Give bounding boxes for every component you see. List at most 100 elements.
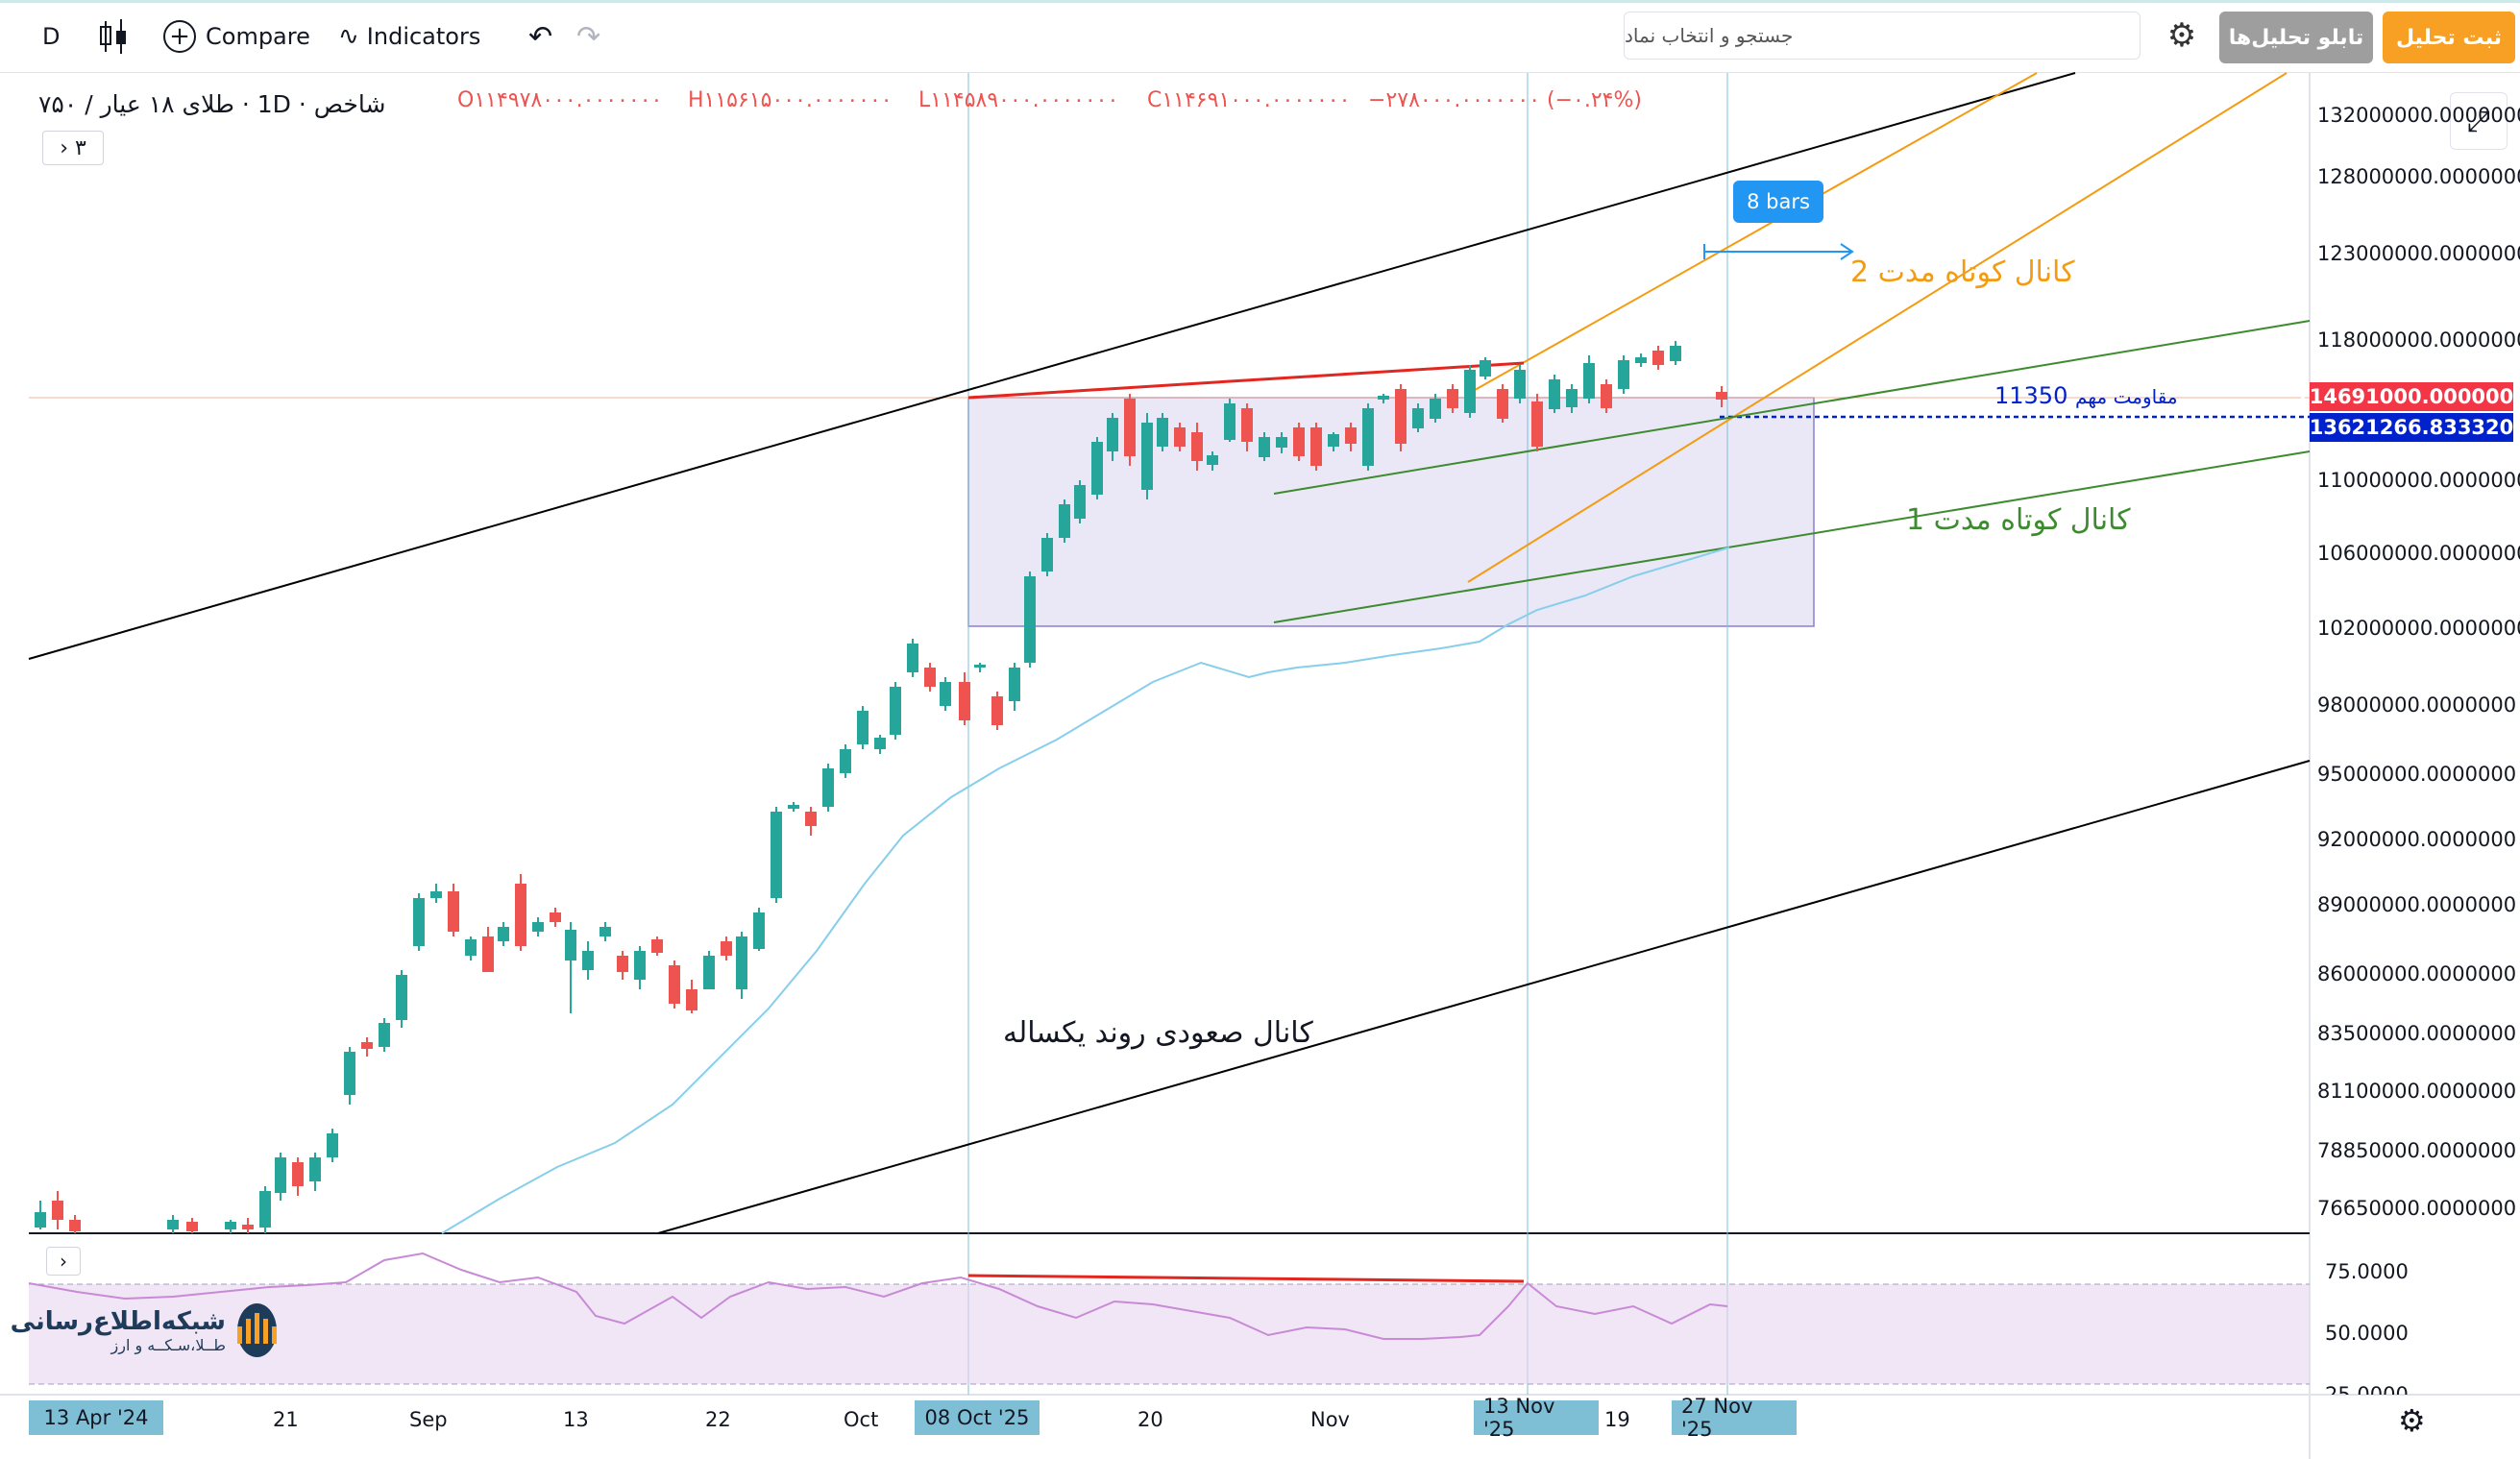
candle-body	[771, 812, 782, 898]
candle-body	[788, 805, 799, 809]
rsi-band	[29, 1284, 2310, 1384]
channel1-text: کانال کوتاه مدت	[1933, 503, 2131, 537]
logo-title: شبکه‌اطلاع‌رسانی	[10, 1306, 226, 1336]
price-axis-label: 95000000.0000000	[2317, 763, 2517, 786]
fullscreen-icon[interactable]: ⤢	[2450, 92, 2508, 150]
candle-body	[1328, 434, 1339, 447]
candle-body	[344, 1052, 355, 1095]
candle-body	[1395, 389, 1407, 444]
candle-body	[1124, 399, 1136, 456]
candle-body	[1207, 455, 1218, 465]
candle-body	[550, 912, 561, 922]
candle-body	[1141, 423, 1153, 490]
rsi-legend-toggle[interactable]: ›	[46, 1247, 81, 1276]
time-label: Oct	[844, 1408, 879, 1431]
save-analysis-button[interactable]: ثبت تحلیل	[2383, 12, 2515, 63]
candles-icon[interactable]	[96, 13, 135, 60]
candle-body	[924, 668, 936, 687]
candle-body	[259, 1191, 271, 1228]
time-label: 19	[1604, 1408, 1630, 1431]
symbol-legend[interactable]: شاخص · 1D · طلای ۱۸ عیار / ۷۵۰	[38, 85, 385, 123]
price-axis-label: 76650000.0000000	[2317, 1197, 2517, 1220]
candle-body	[1107, 418, 1118, 451]
time-settings-gear-icon[interactable]: ⚙	[2398, 1402, 2426, 1439]
bars-count-label: 8 bars	[1733, 181, 1823, 223]
candle-body	[242, 1225, 254, 1229]
interval-button[interactable]: D	[42, 23, 61, 50]
compare-label: Compare	[206, 23, 310, 50]
undo-icon[interactable]: ↶	[528, 19, 553, 54]
candle-body	[1345, 427, 1357, 444]
chevron-right-icon: ›	[60, 135, 75, 160]
time-tag-oct08: 08 Oct '25	[915, 1400, 1040, 1435]
candle-body	[292, 1162, 304, 1186]
indicators-icon: ∿	[338, 22, 359, 51]
time-label: 22	[705, 1408, 731, 1431]
legend-collapse-button[interactable]: › ۳	[42, 131, 104, 165]
main-channel-lower	[657, 760, 2311, 1234]
candle-body	[482, 936, 494, 972]
price-axis-label: 106000000.0000000	[2317, 542, 2520, 565]
price-axis-label: 81100000.0000000	[2317, 1080, 2517, 1103]
price-axis-label: 123000000.0000000	[2317, 242, 2520, 265]
orange-channel-upper	[1467, 72, 2038, 395]
candle-body	[686, 989, 697, 1010]
candle-body	[565, 930, 576, 961]
candle-body	[52, 1201, 63, 1220]
top-accent-line	[0, 0, 2520, 3]
rsi-label-75: 75.0000	[2325, 1260, 2409, 1283]
settings-gear-icon[interactable]: ⚙	[2166, 16, 2197, 55]
candle-body	[651, 939, 663, 953]
price-divergence-line	[967, 361, 1525, 400]
redo-icon[interactable]: ↷	[576, 19, 601, 54]
ohlc-change: −۲۷۸۰۰۰.۰۰۰۰۰۰۰ (−۰.۲۴%)	[1368, 88, 1642, 112]
candle-body	[736, 936, 747, 989]
candle-body	[413, 898, 425, 946]
candle-body	[840, 749, 851, 773]
candle-body	[1074, 485, 1086, 519]
candle-body	[974, 665, 986, 668]
candle-body	[582, 951, 594, 970]
candle-body	[1276, 437, 1287, 448]
channel2-text: کانال کوتاه مدت	[1877, 255, 2075, 289]
candle-body	[1024, 576, 1036, 663]
channel2-label: 2 کانال کوتاه مدت	[1850, 255, 2074, 289]
candle-body	[532, 922, 544, 932]
candle-body	[379, 1023, 390, 1047]
watermark-logo: شبکه‌اطلاع‌رسانی طــلا،سـکــه و ارز	[11, 1287, 277, 1374]
ohlc-low: L۱۱۴۵۸۹۰۰۰.۰۰۰۰۰۰۰	[918, 88, 1119, 112]
compare-button[interactable]: + Compare	[163, 13, 310, 60]
price-axis-label: 118000000.0000000	[2317, 328, 2520, 352]
indicators-button[interactable]: ∿ Indicators	[338, 13, 480, 60]
candle-body	[1531, 401, 1543, 447]
candle-body	[1293, 427, 1305, 456]
candle-body	[1174, 427, 1186, 447]
candle-body	[1447, 389, 1458, 408]
candle-body	[890, 687, 901, 735]
candle-body	[327, 1133, 338, 1157]
candle-body	[1259, 437, 1270, 457]
channel2-num: 2	[1850, 255, 1870, 289]
candle-body	[309, 1157, 321, 1181]
rsi-line	[28, 1252, 1728, 1340]
candle-body	[361, 1042, 373, 1049]
legend-count: ۳	[74, 135, 86, 160]
symbol-search-input[interactable]: جستجو و انتخاب نماد	[1624, 12, 2141, 60]
rsi-label-25: 25.0000	[2325, 1383, 2409, 1395]
candle-body	[1378, 396, 1389, 400]
candle-body	[857, 711, 869, 744]
analyses-dashboard-button[interactable]: تابلو تحلیل‌ها	[2219, 12, 2373, 63]
green-channel-upper	[1273, 320, 2311, 495]
resistance-value: 11350	[1994, 382, 2068, 409]
candle-body	[275, 1157, 286, 1193]
candle-body	[225, 1222, 236, 1229]
candle-body	[1041, 538, 1053, 571]
candle-body	[721, 941, 732, 956]
time-label: 21	[273, 1408, 299, 1431]
candle-body	[599, 927, 611, 936]
candle-body	[167, 1220, 179, 1229]
price-axis-label: 83500000.0000000	[2317, 1022, 2517, 1045]
moving-average-line	[441, 547, 1730, 1234]
main-channel-label: کانال صعودی روند یکساله	[1003, 1016, 1313, 1050]
